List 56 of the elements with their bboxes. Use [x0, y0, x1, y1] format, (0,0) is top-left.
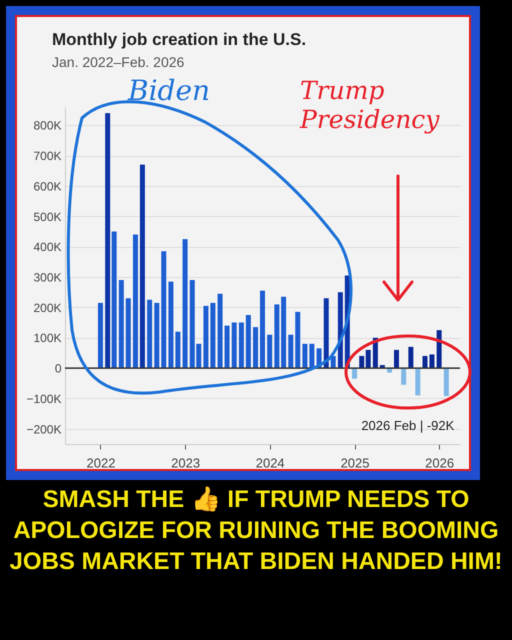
bar: [408, 346, 414, 368]
bar: [140, 164, 145, 368]
bar: [401, 368, 406, 385]
x-tick-label: 2022: [86, 456, 116, 470]
bar: [147, 300, 152, 368]
bar: [246, 314, 251, 368]
bar: [415, 368, 420, 396]
chart-subtitle: Jan. 2022–Feb. 2026: [52, 54, 184, 70]
y-tick-label: 100K: [33, 331, 62, 346]
bar: [324, 298, 329, 368]
y-tick-label: 700K: [33, 149, 62, 164]
y-tick-label: −100K: [26, 392, 62, 406]
bar: [210, 302, 216, 368]
bar: [203, 306, 208, 368]
y-tick-label: 0: [54, 362, 62, 376]
y-tick-label: 300K: [33, 270, 62, 285]
y-tick-label: 400K: [33, 240, 62, 254]
bar: [253, 327, 258, 368]
bar: [168, 282, 174, 368]
bar: [161, 251, 166, 368]
bar: [429, 354, 434, 368]
bar: [444, 368, 449, 396]
bar: [238, 322, 244, 368]
bar: [126, 298, 131, 368]
x-tick-label: 2024: [256, 456, 285, 470]
y-tick-label: −200K: [26, 422, 62, 436]
bar: [302, 344, 308, 368]
bar: [218, 294, 223, 368]
text: Biden: [128, 74, 210, 107]
bar: [260, 290, 265, 368]
y-tick-label: 800K: [33, 118, 62, 133]
bar: [182, 239, 188, 368]
bar: [232, 322, 237, 368]
annotation: 2026 Feb | -92K: [361, 418, 455, 434]
y-tick-label: 200K: [33, 300, 62, 315]
bar: [422, 356, 428, 368]
bar: [154, 302, 160, 368]
text: SMASH THE 👍 IF TRUMP NEEDS TO APOLOGIZE FOR RUINING THE BOOMING JOBS MARKET THAT BIDEN HANDED HIM!: [8, 485, 504, 578]
bar: [394, 350, 399, 368]
bar: [267, 334, 272, 368]
x-tick-label: 2025: [340, 456, 370, 470]
y-tick-label: 500K: [33, 210, 62, 224]
bar: [112, 231, 117, 368]
x-tick-label: 2023: [171, 456, 200, 470]
bar: [224, 326, 230, 368]
annotation: Trump Presidency: [300, 76, 440, 134]
bar: [175, 332, 180, 368]
y-tick-label: 600K: [33, 179, 62, 194]
bar: [132, 234, 138, 368]
bar: [309, 344, 314, 368]
bar: [118, 280, 124, 368]
bar: [98, 302, 103, 368]
bar: [338, 292, 343, 368]
bar: [105, 113, 110, 368]
chart-title: Monthly job creation in the U.S.: [52, 30, 306, 50]
x-tick-label: 2026: [425, 456, 454, 470]
